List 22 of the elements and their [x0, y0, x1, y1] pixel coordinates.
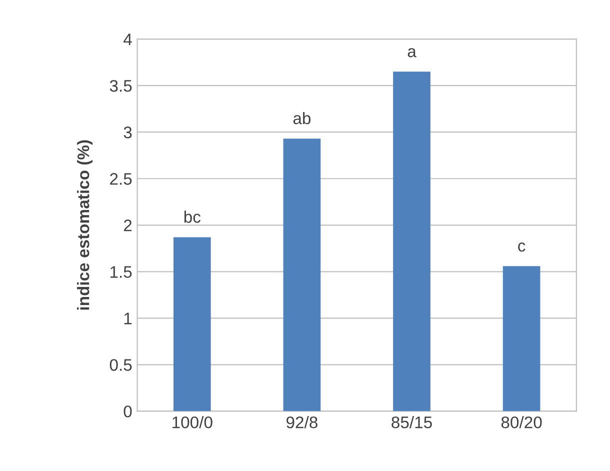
y-axis-title: indice estomatico (%) [77, 140, 93, 310]
y-tick-label: 1.5 [110, 266, 132, 278]
y-tick-label: 3.5 [110, 80, 132, 92]
y-tick-label: 2.5 [110, 173, 132, 185]
y-tick-label: 1 [124, 312, 132, 324]
bar [283, 138, 321, 412]
y-tick-label: 2 [124, 220, 132, 232]
x-tick-label: 92/8 [286, 416, 318, 428]
bar [173, 237, 211, 412]
bar [393, 72, 430, 412]
annotation: bc [184, 210, 201, 223]
y-tick-label: 3 [124, 126, 132, 138]
bar [502, 266, 540, 412]
y-tick-label: 4 [124, 34, 132, 46]
x-tick-label: 80/20 [501, 416, 542, 428]
x-tick-label: 100/0 [172, 416, 212, 428]
annotation: c [518, 242, 526, 252]
y-tick-label: 0 [124, 406, 132, 418]
annotation: a [408, 48, 416, 58]
x-tick-label: 85/15 [392, 416, 432, 428]
y-tick-label: 0.5 [110, 359, 132, 371]
annotation: ab [293, 112, 311, 124]
